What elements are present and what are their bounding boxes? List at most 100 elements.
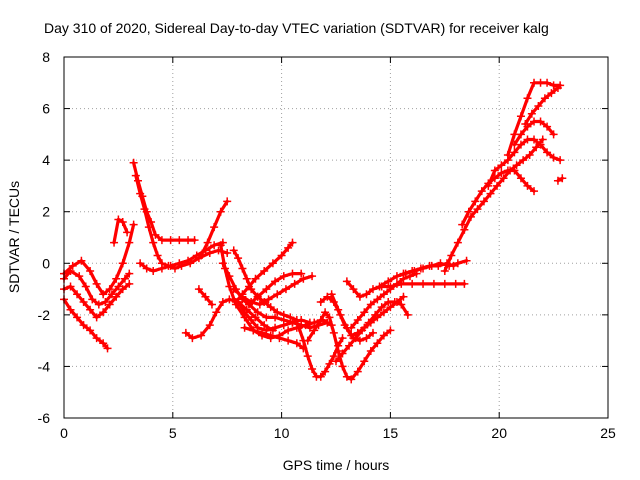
data-point-marker bbox=[247, 316, 256, 325]
data-point-marker bbox=[358, 326, 367, 335]
data-point-marker bbox=[112, 292, 121, 301]
data-point-marker bbox=[347, 375, 356, 384]
y-tick-label: 2 bbox=[42, 204, 50, 220]
data-point-marker bbox=[368, 328, 377, 337]
data-point-marker bbox=[268, 259, 277, 268]
data-point-marker bbox=[403, 310, 412, 319]
data-point-marker bbox=[92, 334, 101, 343]
data-point-marker bbox=[258, 328, 267, 337]
data-point-marker bbox=[197, 331, 206, 340]
data-point-marker bbox=[525, 150, 534, 159]
data-point-marker bbox=[379, 308, 388, 317]
data-point-marker bbox=[510, 130, 519, 139]
data-point-marker bbox=[286, 313, 295, 322]
data-point-marker bbox=[332, 357, 340, 366]
data-point-marker bbox=[371, 310, 380, 319]
y-tick-label: -4 bbox=[38, 358, 51, 374]
data-point-marker bbox=[249, 326, 258, 335]
data-point-marker bbox=[118, 259, 127, 268]
data-point-marker bbox=[497, 161, 506, 170]
data-point-marker bbox=[366, 346, 375, 355]
data-point-marker bbox=[429, 279, 438, 288]
data-point-marker bbox=[340, 321, 349, 330]
data-point-marker bbox=[110, 238, 119, 247]
data-point-marker bbox=[253, 308, 262, 317]
data-point-marker bbox=[325, 359, 334, 368]
track-line bbox=[460, 168, 536, 227]
data-point-marker bbox=[347, 323, 356, 332]
data-point-marker bbox=[462, 256, 471, 265]
y-axis-label: SDTVAR / TECUs bbox=[6, 181, 22, 293]
data-point-marker bbox=[453, 238, 462, 247]
data-point-marker bbox=[86, 267, 95, 276]
y-tick-label: 4 bbox=[42, 152, 50, 168]
track-18 bbox=[244, 269, 306, 309]
data-point-marker bbox=[377, 303, 386, 312]
data-point-marker bbox=[260, 321, 269, 330]
data-point-marker bbox=[308, 365, 317, 374]
track-line bbox=[486, 137, 562, 188]
data-point-marker bbox=[279, 321, 288, 330]
chart-title: Day 310 of 2020, Sidereal Day-to-day VTE… bbox=[44, 20, 549, 36]
data-point-marker bbox=[334, 305, 343, 314]
data-point-marker bbox=[242, 274, 251, 283]
data-point-marker bbox=[390, 297, 399, 306]
data-point-marker bbox=[510, 148, 519, 157]
data-point-marker bbox=[434, 261, 443, 270]
data-point-marker bbox=[157, 264, 166, 273]
data-point-marker bbox=[527, 109, 536, 118]
data-point-marker bbox=[521, 120, 530, 129]
data-point-marker bbox=[149, 267, 158, 276]
data-point-marker bbox=[368, 285, 377, 294]
data-point-marker bbox=[321, 367, 330, 376]
data-point-marker bbox=[503, 150, 512, 159]
track-1 bbox=[60, 220, 138, 299]
data-point-marker bbox=[229, 246, 238, 255]
data-point-marker bbox=[397, 279, 406, 288]
data-point-marker bbox=[323, 292, 332, 301]
data-point-marker bbox=[373, 339, 382, 348]
data-point-marker bbox=[510, 166, 519, 175]
x-tick-labels: 0 5 10 15 20 25 bbox=[60, 425, 616, 441]
data-point-marker bbox=[386, 282, 395, 291]
track-11 bbox=[197, 197, 232, 260]
data-point-marker bbox=[379, 290, 388, 299]
data-point-marker bbox=[142, 264, 151, 273]
data-point-marker bbox=[553, 176, 562, 185]
data-point-marker bbox=[543, 148, 552, 157]
data-point-marker bbox=[131, 171, 140, 180]
data-point-marker bbox=[512, 161, 521, 170]
data-point-marker bbox=[355, 336, 364, 345]
data-point-marker bbox=[153, 251, 162, 260]
data-point-marker bbox=[464, 207, 473, 216]
data-point-marker bbox=[114, 215, 123, 224]
data-point-marker bbox=[107, 290, 116, 299]
data-point-marker bbox=[238, 264, 247, 273]
data-point-marker bbox=[271, 313, 280, 322]
data-point-marker bbox=[216, 207, 225, 216]
data-point-marker bbox=[238, 292, 247, 301]
data-point-marker bbox=[379, 331, 388, 340]
data-point-marker bbox=[384, 277, 393, 286]
data-point-marker bbox=[234, 254, 243, 263]
data-point-marker bbox=[184, 256, 193, 265]
data-point-marker bbox=[205, 321, 214, 330]
data-point-marker bbox=[536, 140, 545, 149]
data-point-marker bbox=[218, 297, 227, 306]
data-point-marker bbox=[479, 197, 488, 206]
data-point-marker bbox=[262, 313, 271, 322]
data-point-marker bbox=[260, 267, 269, 276]
data-point-marker bbox=[203, 238, 212, 247]
data-point-marker bbox=[212, 308, 221, 317]
data-point-marker bbox=[175, 236, 184, 245]
data-point-marker bbox=[136, 259, 145, 268]
data-point-marker bbox=[88, 295, 97, 304]
data-point-marker bbox=[399, 269, 408, 278]
data-point-marker bbox=[66, 267, 75, 276]
data-point-marker bbox=[362, 290, 371, 299]
data-point-marker bbox=[360, 308, 369, 317]
data-point-marker bbox=[362, 334, 371, 343]
track-2 bbox=[60, 267, 134, 309]
x-tick-label: 5 bbox=[169, 425, 177, 441]
data-point-marker bbox=[342, 372, 351, 381]
